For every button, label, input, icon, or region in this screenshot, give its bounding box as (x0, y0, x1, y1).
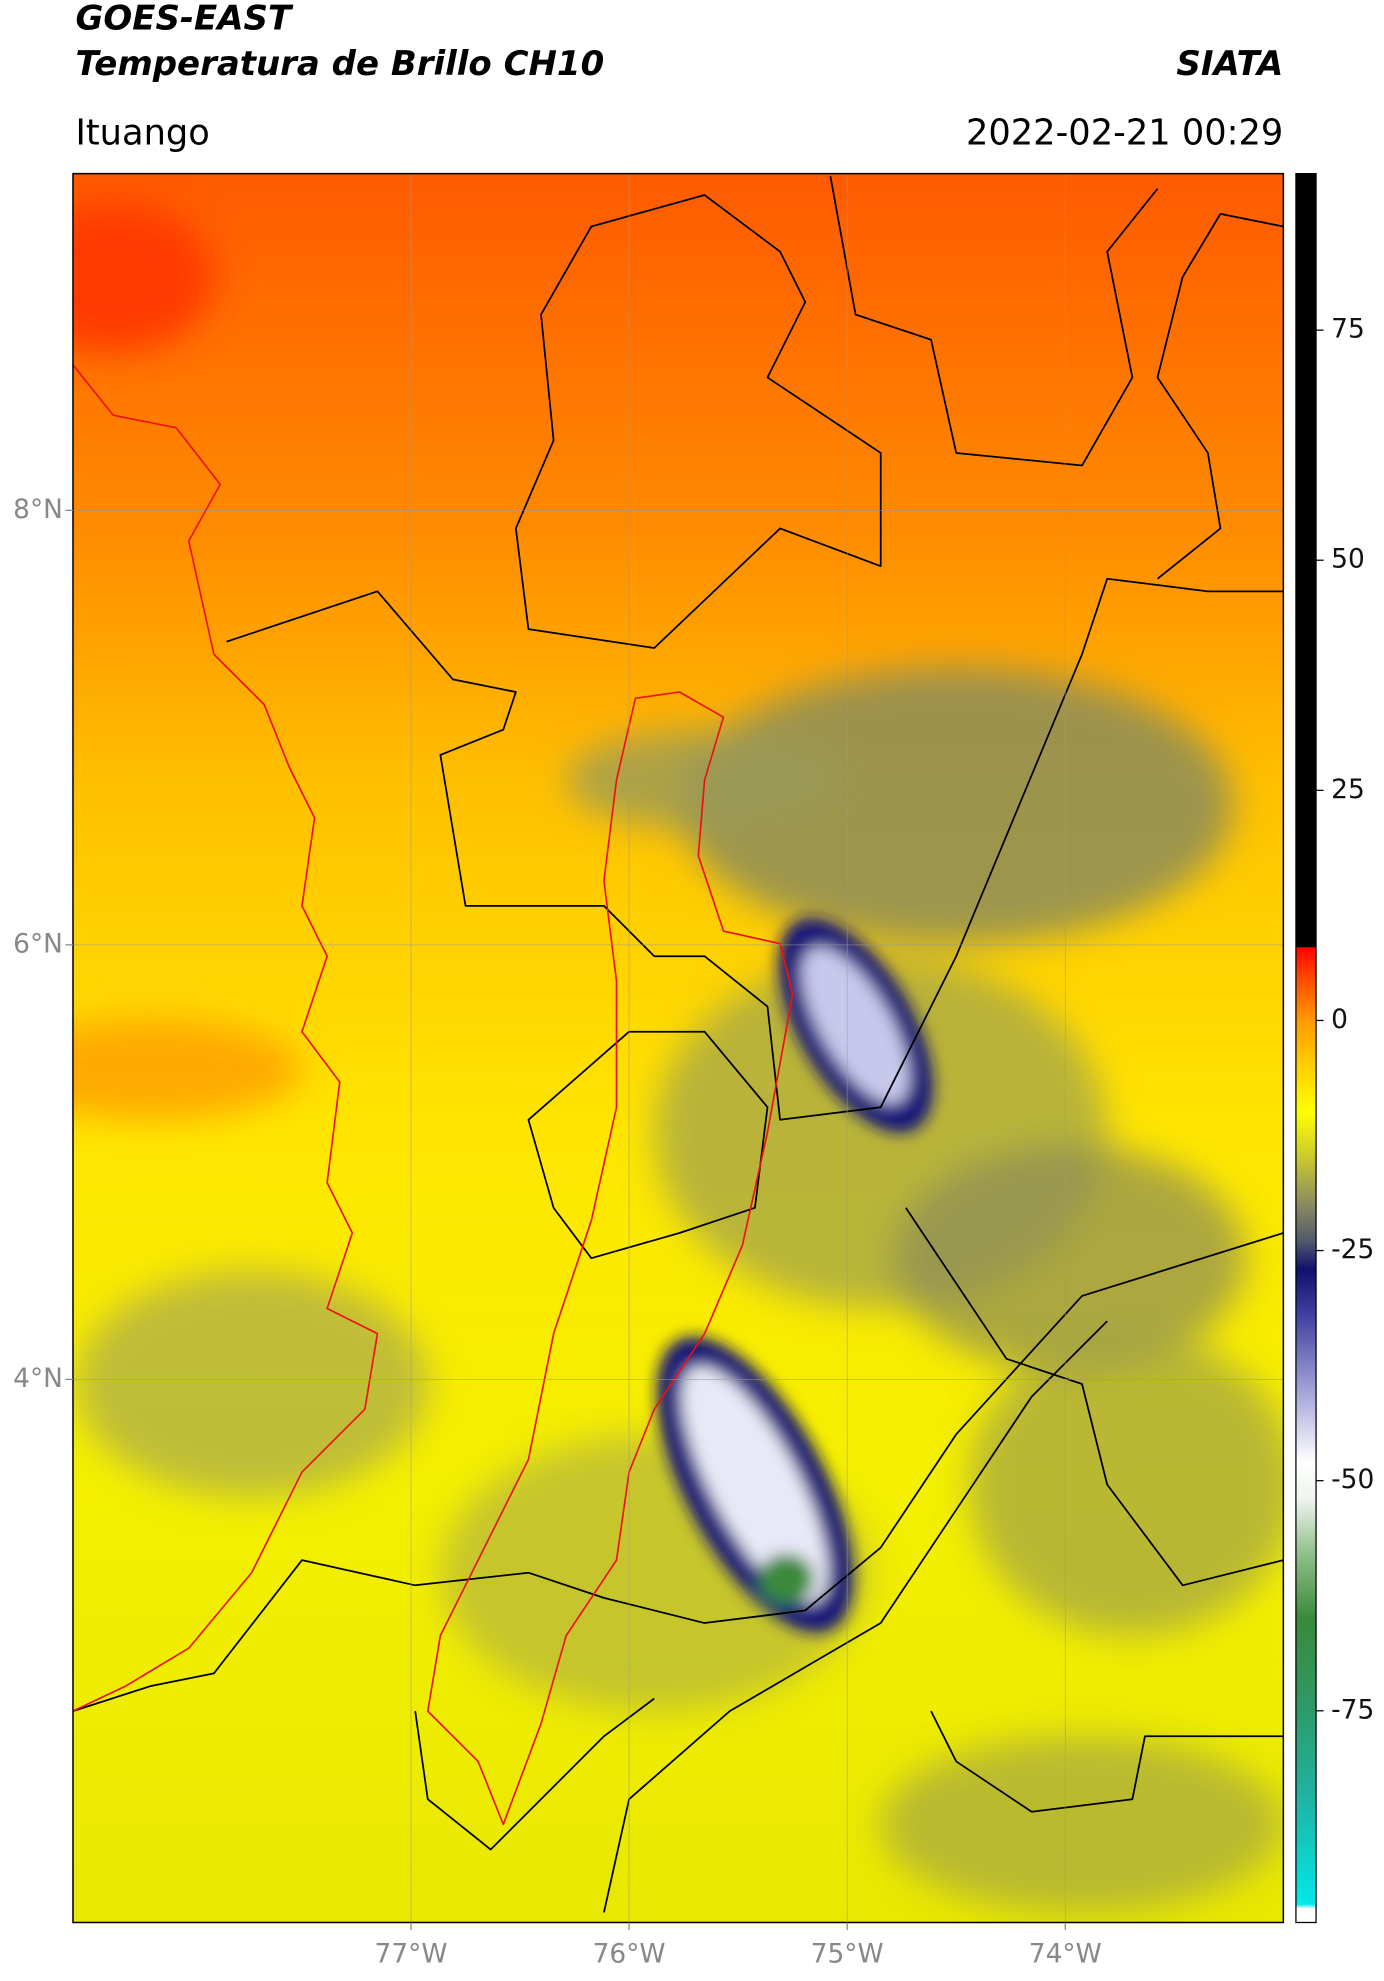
y-tick-label: 6°N (13, 928, 63, 959)
cloud-field (72, 201, 1284, 1913)
y-tick-label: 8°N (13, 494, 63, 525)
title: GOES-EAST (75, 0, 293, 39)
colorbar-tick-label: -50 (1331, 1464, 1374, 1495)
colorbar-tick-label: 25 (1331, 774, 1365, 805)
colorbar-tick-label: -75 (1331, 1694, 1374, 1725)
map-field (72, 173, 1284, 1923)
colorbar-tick-label: 50 (1331, 544, 1365, 575)
x-tick-label: 74°W (1029, 1939, 1102, 1970)
colorbar (1295, 172, 1317, 1924)
source: SIATA (1176, 44, 1283, 84)
x-tick-label: 76°W (593, 1939, 666, 1970)
datetime: 2022-02-21 00:29 (966, 113, 1283, 154)
y-tick-label: 4°N (13, 1363, 63, 1394)
subtitle: Temperatura de Brillo CH10 (75, 44, 604, 84)
map-frame (72, 172, 1285, 1924)
colorbar-tick-label: 0 (1331, 1004, 1348, 1035)
colorbar-tick-label: -25 (1331, 1234, 1374, 1265)
location: Ituango (75, 113, 209, 154)
grid (72, 173, 1284, 1923)
x-tick-label: 75°W (811, 1939, 884, 1970)
x-tick-label: 77°W (375, 1939, 448, 1970)
colorbar-tick-label: 75 (1331, 314, 1365, 345)
